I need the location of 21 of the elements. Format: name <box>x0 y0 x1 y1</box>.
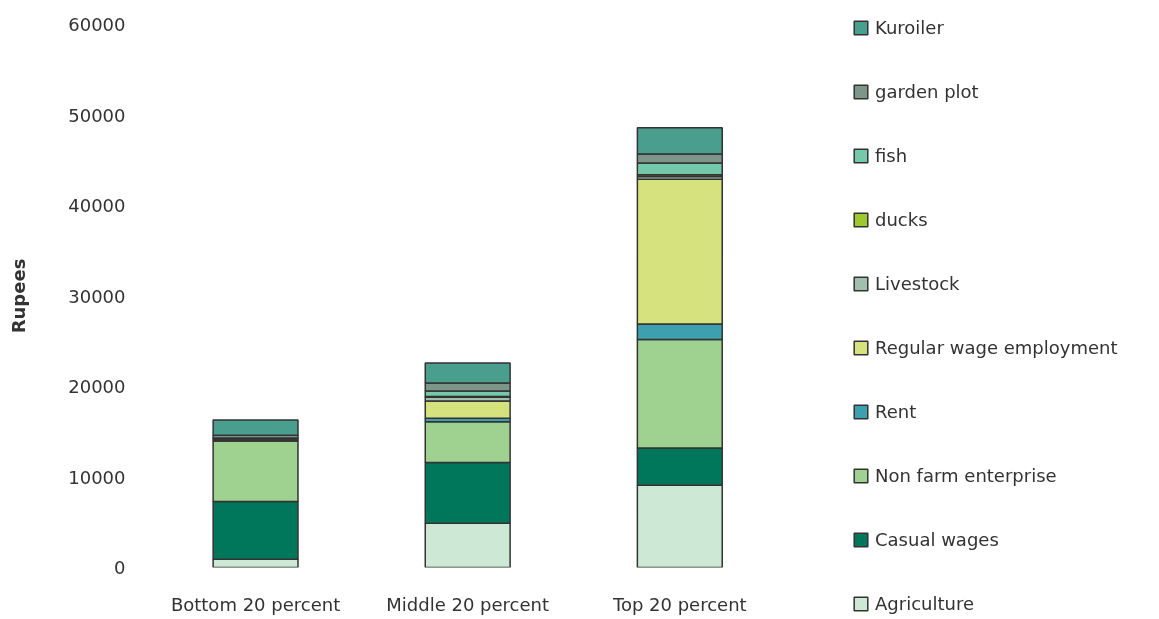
y-axis-title: Rupees <box>8 258 30 334</box>
legend-label: Kuroiler <box>875 17 944 38</box>
y-tick-label: 20000 <box>68 376 126 397</box>
x-tick-label: Bottom 20 percent <box>170 593 341 615</box>
y-tick-label: 0 <box>114 557 126 578</box>
legend-label: fish <box>875 145 908 166</box>
x-tick-label: Middle 20 percent <box>386 593 550 615</box>
y-tick-label: 50000 <box>68 104 126 126</box>
legend-label: Non farm enterprise <box>875 465 1057 486</box>
x-tick-label: Top 20 percent <box>611 593 747 615</box>
legend-label: Regular wage employment <box>875 337 1118 358</box>
legend-label: Agriculture <box>875 593 974 614</box>
legend-label: ducks <box>875 209 928 230</box>
y-tick-label: 10000 <box>68 466 126 488</box>
y-tick-label: 30000 <box>68 285 126 307</box>
legend-label: Rent <box>875 401 917 422</box>
legend-label: Livestock <box>875 273 960 294</box>
legend-label: garden plot <box>875 81 979 102</box>
y-tick-label: 60000 <box>68 14 126 35</box>
y-tick-label: 40000 <box>68 195 126 216</box>
legend-label: Casual wages <box>875 529 999 550</box>
